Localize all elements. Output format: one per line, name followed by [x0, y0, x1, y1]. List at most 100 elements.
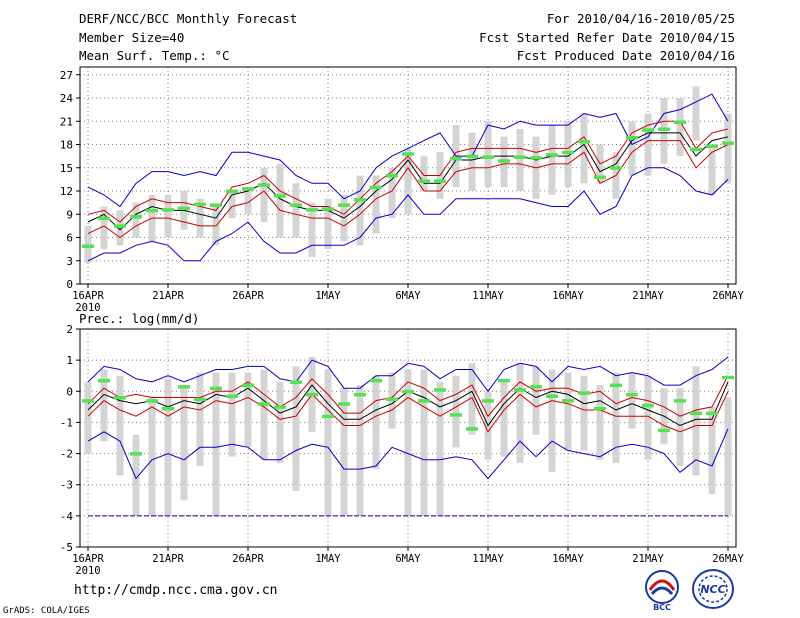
panel1-spread-box [100, 206, 108, 250]
panel1-median-marker [658, 127, 670, 131]
panel2-y-tick-label: -3 [60, 479, 73, 492]
panel1-spread-box [372, 175, 380, 234]
member-size: Member Size=40 [79, 30, 185, 45]
panel2-median-marker [226, 394, 238, 398]
panel2-median-marker [674, 399, 686, 403]
panel2-median-marker [386, 397, 398, 402]
panel1-spread-box [484, 121, 492, 188]
panel2-x-tick-label: 26MAY [712, 553, 744, 565]
panel2-spread-box [548, 369, 556, 473]
ncc-logo-text: NCC [700, 583, 725, 596]
panel2-median-marker [82, 399, 94, 403]
panel1-spread-box [292, 183, 300, 238]
panel2-spread-box [148, 397, 156, 516]
panel2-spread-box [516, 363, 524, 463]
panel1-spread-box [404, 148, 412, 215]
panel2-median-marker [434, 388, 446, 392]
panel2-spread-box [340, 388, 348, 516]
panel2-median-marker [466, 427, 478, 431]
panel1-median-marker [82, 244, 94, 249]
panel2-median-marker [610, 383, 622, 388]
forecast-period: For 2010/04/16-2010/05/25 [546, 11, 735, 26]
panel1-median-marker [690, 147, 702, 152]
panel2-spread-box [676, 388, 684, 467]
bcc-logo-text: BCC [653, 603, 671, 612]
panel2-x-tick-label: 21APR [152, 553, 184, 565]
panel2-y-tick-label: -1 [60, 416, 73, 429]
ncc-logo: NCC [692, 569, 734, 609]
panel2-median-marker [626, 392, 638, 397]
panel1-x-tick-label: 21MAY [632, 290, 664, 302]
panel2-y-tick-label: 1 [66, 354, 73, 367]
panel1-y-tick-label: 6 [66, 232, 73, 245]
panel1-spread-box [644, 113, 652, 176]
panel1-mean-line [87, 132, 729, 231]
panel1-spread-box [244, 187, 252, 215]
panel2-median-marker [642, 403, 654, 408]
panel2-spread-box [324, 369, 332, 516]
panel2-x-year-label: 2010 [75, 565, 100, 577]
panel1-median-marker [258, 183, 270, 187]
bcc-logo: BCC [645, 570, 679, 612]
panel2-median-marker [98, 378, 110, 383]
panel2-median-marker [722, 375, 734, 380]
panel2-median-marker [498, 378, 510, 383]
panel2-spread-box [132, 434, 140, 516]
panel2-median-marker [402, 389, 414, 394]
panel2-x-tick-label: 16APR [72, 553, 104, 565]
panel1-median-marker [546, 153, 558, 157]
panel2-median-marker [130, 452, 142, 456]
panel1-median-marker [610, 166, 622, 170]
panel1-y-tick-label: 3 [66, 255, 73, 268]
panel1-spread-box [276, 163, 284, 238]
panel2-median-marker [290, 380, 302, 384]
panel1-median-marker [482, 155, 494, 159]
panel2-spread-box [164, 378, 172, 516]
panel1-spread-box [548, 125, 556, 195]
panel1-min-line [87, 167, 729, 262]
variable-label: Mean Surf. Temp.: °C [79, 48, 230, 63]
panel2-x-tick-label: 16MAY [552, 553, 584, 565]
panel1-spread-box [356, 175, 364, 246]
panel2-x-tick-label: 6MAY [395, 553, 421, 565]
panel1-median-marker [674, 120, 686, 125]
panel2-spread-box [644, 375, 652, 460]
panel1-x-tick-label: 16MAY [552, 290, 584, 302]
panel1-median-marker [354, 198, 366, 202]
panel2-spread-box [724, 397, 732, 516]
panel1-median-marker [498, 159, 510, 163]
panel1-spread-box [724, 113, 732, 184]
panel1-x-year-label: 2010 [75, 302, 100, 314]
grads-credit: GrADS: COLA/IGES [3, 606, 90, 616]
panel1-median-marker [402, 152, 414, 156]
panel2-median-marker [370, 378, 382, 383]
panel1-median-marker [146, 208, 158, 213]
panel2-median-marker [594, 406, 606, 411]
panel1-median-marker [450, 156, 462, 161]
panel2-spread-box [276, 381, 284, 463]
panel1-median-marker [306, 208, 318, 212]
panel1-y-tick-label: 21 [60, 115, 73, 128]
panel1-median-marker [562, 150, 574, 155]
panel2-y-tick-label: 2 [66, 323, 73, 336]
panel2-spread-box [228, 372, 236, 457]
panel2-median-marker [418, 399, 430, 403]
panel1-y-tick-label: 27 [60, 69, 73, 82]
panel1-spread-box [308, 202, 316, 257]
panel1-spread-box [708, 148, 716, 195]
panel2-median-marker [162, 406, 174, 411]
panel2-spread-box [580, 375, 588, 451]
panel1-median-marker [210, 203, 222, 207]
panel2-median-marker [242, 383, 254, 388]
source-url[interactable]: http://cmdp.ncc.cma.gov.cn [74, 583, 278, 598]
panel1-x-tick-label: 16APR [72, 290, 104, 302]
panel2-y-tick-label: -2 [60, 448, 73, 461]
panel2-max-line [87, 356, 729, 393]
panel1-median-marker [226, 189, 238, 193]
panel1-median-marker [434, 179, 446, 183]
panel2-spread-box [612, 372, 620, 463]
panel1-median-marker [274, 194, 286, 198]
panel1-x-tick-label: 11MAY [472, 290, 504, 302]
panel2-median-marker [354, 392, 366, 397]
